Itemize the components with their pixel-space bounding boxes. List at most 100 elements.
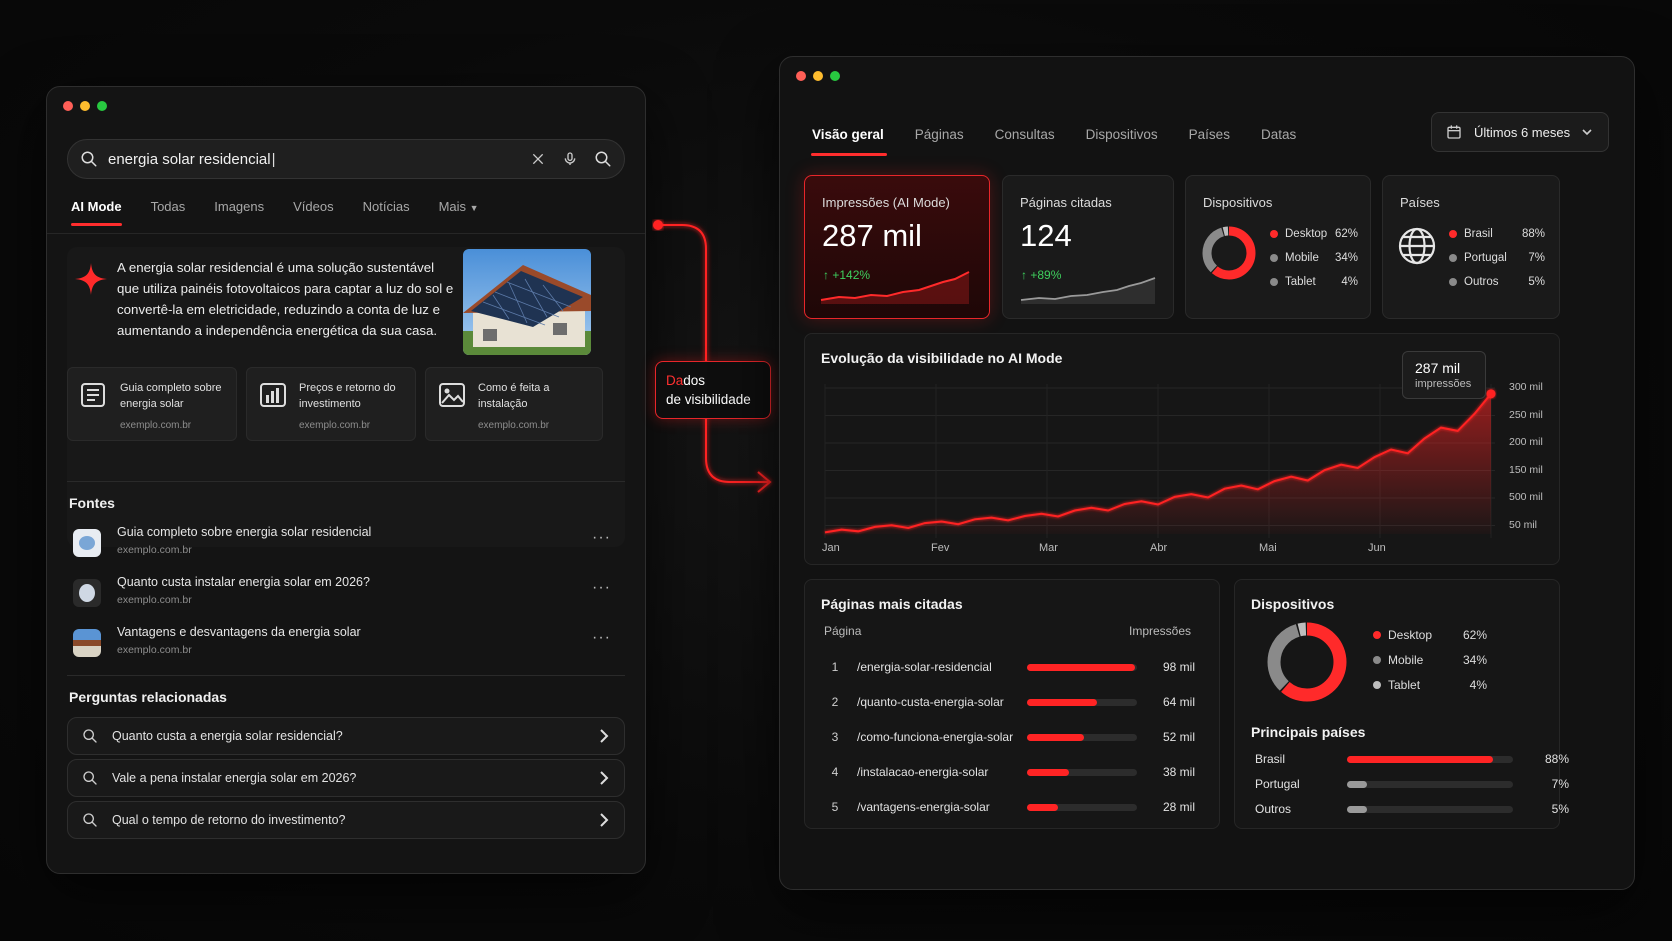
kpi-delta: ↑ +89% (1021, 268, 1062, 282)
source-item[interactable]: Vantagens e desvantagens da energia sola… (67, 625, 625, 669)
related-question[interactable]: Quanto custa a energia solar residencial… (67, 717, 625, 755)
source-domain: exemplo.com.br (117, 544, 192, 556)
source-thumbnail (73, 629, 101, 657)
close-window-button[interactable] (796, 71, 806, 81)
tab-imagens[interactable]: Imagens (214, 199, 265, 214)
kpi-title: Páginas citadas (1020, 195, 1112, 210)
table-row[interactable]: 1/energia-solar-residencial 98 mil (821, 660, 1221, 684)
search-icon (83, 771, 97, 785)
visibility-data-callout: Dados de visibilidade (655, 361, 771, 419)
card-title: Guia completo sobre energia solar (120, 382, 222, 410)
microphone-icon[interactable] (562, 150, 578, 168)
search-input[interactable]: energia solar residencial (108, 151, 530, 168)
row-bar-fill (1027, 734, 1085, 741)
legend-pct: 34% (1334, 252, 1358, 264)
card-domain: exemplo.com.br (478, 420, 550, 431)
source-title: Guia completo sobre energia solar reside… (117, 525, 372, 539)
kpi-impressions[interactable]: Impressões (AI Mode) 287 mil ↑ +142% (804, 175, 990, 319)
close-window-button[interactable] (63, 101, 73, 111)
source-title: Quanto custa instalar energia solar em 2… (117, 575, 370, 589)
calendar-icon (1447, 125, 1461, 139)
table-row[interactable]: 2/quanto-custa-energia-solar 64 mil (821, 695, 1221, 719)
tab-mais[interactable]: Mais ▼ (439, 199, 479, 226)
country-bar (1347, 806, 1513, 813)
legend-pct: 62% (1334, 228, 1358, 240)
x-tick-label: Mar (1039, 542, 1058, 554)
arrow-up-icon: ↑ (823, 268, 829, 282)
maximize-window-button[interactable] (830, 71, 840, 81)
tab-videos[interactable]: Vídeos (293, 199, 334, 214)
more-options-icon[interactable]: ··· (592, 529, 611, 546)
kpi-title: Dispositivos (1203, 195, 1273, 210)
table-row[interactable]: 5/vantagens-energia-solar 28 mil (821, 800, 1221, 824)
sparkle-icon (75, 263, 107, 295)
col-page-header: Página (824, 624, 862, 638)
tab-datas[interactable]: Datas (1260, 127, 1297, 142)
search-bar[interactable]: energia solar residencial (67, 139, 625, 179)
row-bar (1027, 769, 1137, 776)
search-window: energia solar residencial AI Mode Todas … (46, 86, 646, 874)
table-row[interactable]: 3/como-funciona-energia-solar 52 mil (821, 730, 1221, 754)
x-tick-label: Abr (1150, 542, 1168, 554)
window-controls (63, 101, 107, 111)
legend-pct: 7% (1528, 252, 1545, 264)
x-tick-label: Jun (1368, 542, 1386, 554)
row-value: 52 mil (1162, 730, 1195, 744)
clear-icon[interactable] (530, 151, 546, 167)
last-point (1486, 389, 1496, 399)
legend-pct: 4% (1341, 276, 1358, 288)
y-tick-label: 500 mil (1509, 491, 1543, 503)
search-submit-icon[interactable] (594, 150, 612, 168)
devices-panel-title: Dispositivos (1251, 596, 1335, 612)
source-domain: exemplo.com.br (117, 594, 192, 606)
kpi-countries[interactable]: Países Brasil 88% Portugal 7% Outros 5% (1382, 175, 1560, 319)
dashboard-tabs: Visão geral Páginas Consultas Dispositiv… (811, 127, 1297, 156)
row-bar (1027, 699, 1137, 706)
countries-title: Principais países (1251, 724, 1366, 740)
source-card-guia[interactable]: Guia completo sobre energia solar exempl… (67, 367, 237, 441)
tab-paises[interactable]: Países (1188, 127, 1230, 142)
legend-mobile: Mobile (1270, 252, 1319, 264)
area-fill (825, 393, 1491, 534)
legend-tablet: Tablet (1373, 678, 1420, 692)
search-icon (83, 813, 97, 827)
row-bar-fill (1027, 804, 1058, 811)
maximize-window-button[interactable] (97, 101, 107, 111)
more-options-icon[interactable]: ··· (592, 629, 611, 646)
kpi-pages[interactable]: Páginas citadas 124 ↑ +89% (1002, 175, 1174, 319)
tab-paginas[interactable]: Páginas (914, 127, 964, 142)
minimize-window-button[interactable] (813, 71, 823, 81)
legend-portugal: Portugal (1449, 252, 1507, 264)
tab-todas[interactable]: Todas (150, 199, 186, 214)
country-row: Portugal 7% (1251, 777, 1569, 797)
row-bar-fill (1027, 769, 1069, 776)
legend-pct: 88% (1521, 228, 1545, 240)
source-item[interactable]: Guia completo sobre energia solar reside… (67, 525, 625, 569)
tab-consultas[interactable]: Consultas (994, 127, 1055, 142)
country-name: Portugal (1255, 777, 1300, 791)
related-question[interactable]: Vale a pena instalar energia solar em 20… (67, 759, 625, 797)
top-pages-panel: Páginas mais citadas Página Impressões 1… (804, 579, 1220, 829)
tab-noticias[interactable]: Notícias (362, 199, 410, 214)
source-card-instalacao[interactable]: Como é feita a instalação exemplo.com.br (425, 367, 603, 441)
chart-tooltip: 287 mil impressões (1402, 351, 1486, 399)
related-question[interactable]: Qual o tempo de retorno do investimento? (67, 801, 625, 839)
tab-ai-mode[interactable]: AI Mode (71, 199, 122, 226)
legend-pct: 5% (1528, 276, 1545, 288)
more-options-icon[interactable]: ··· (592, 579, 611, 596)
sources-title: Fontes (69, 495, 115, 511)
kpi-devices[interactable]: Dispositivos Desktop 62% Mobile 34% Tabl… (1185, 175, 1371, 319)
date-range-value: Últimos 6 meses (1474, 124, 1571, 140)
country-pct: 88% (1544, 752, 1569, 766)
search-icon (83, 729, 97, 743)
table-row[interactable]: 4/instalacao-energia-solar 38 mil (821, 765, 1221, 789)
tab-visao-geral[interactable]: Visão geral (811, 127, 887, 156)
row-page: /instalacao-energia-solar (857, 765, 989, 779)
row-rank: 2 (831, 695, 839, 709)
source-item[interactable]: Quanto custa instalar energia solar em 2… (67, 575, 625, 619)
tab-dispositivos[interactable]: Dispositivos (1085, 127, 1158, 142)
search-tabs: AI Mode Todas Imagens Vídeos Notícias Ma… (71, 199, 479, 226)
minimize-window-button[interactable] (80, 101, 90, 111)
source-card-precos[interactable]: Preços e retorno do investimento exemplo… (246, 367, 416, 441)
date-range-select[interactable]: Últimos 6 meses (1431, 112, 1609, 152)
